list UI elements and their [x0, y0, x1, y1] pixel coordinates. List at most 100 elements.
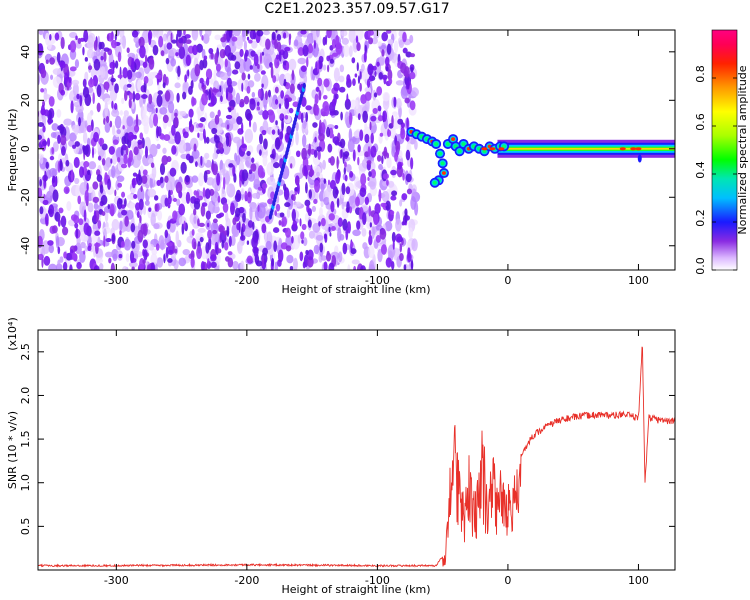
- noise-blob: [43, 255, 51, 266]
- noise-mark: [348, 30, 357, 43]
- noise-blob: [96, 174, 103, 183]
- noise-blob: [153, 195, 159, 201]
- noise-blob: [355, 196, 360, 207]
- noise-mark: [237, 241, 241, 252]
- noise-mark: [197, 172, 204, 187]
- noise-blob: [279, 131, 284, 140]
- noise-blob: [368, 37, 374, 45]
- noise-blob: [84, 56, 88, 62]
- noise-blob: [313, 149, 318, 158]
- noise-blob: [212, 218, 218, 224]
- colorbar-gradient: [712, 30, 737, 270]
- noise-mark: [95, 48, 101, 57]
- noise-blob: [175, 52, 179, 57]
- noise-mark: [43, 94, 52, 100]
- noise-blob: [231, 69, 239, 75]
- noise-blob: [360, 265, 366, 270]
- noise-blob: [131, 266, 135, 270]
- noise-blob: [289, 265, 294, 270]
- noise-blob: [340, 149, 343, 158]
- noise-blob: [110, 39, 117, 49]
- noise-mark: [395, 80, 404, 86]
- signal-blob: [434, 142, 439, 146]
- noise-blob: [118, 253, 123, 259]
- noise-blob: [335, 171, 341, 184]
- y-tick-label: 40: [19, 45, 32, 59]
- noise-blob: [143, 76, 149, 84]
- noise-blob: [288, 107, 294, 114]
- colorbar-tick-label: 0.4: [694, 161, 707, 179]
- noise-blob: [308, 143, 312, 157]
- y-tick-label: 20: [19, 93, 32, 107]
- noise-blob: [150, 262, 156, 270]
- noise-blob: [330, 200, 335, 213]
- noise-blob: [356, 42, 361, 52]
- noise-blob: [271, 129, 276, 135]
- noise-blob: [202, 128, 206, 140]
- noise-blob: [282, 50, 289, 60]
- noise-blob: [136, 210, 140, 219]
- noise-mark: [302, 237, 308, 247]
- noise-blob: [281, 216, 288, 227]
- noise-blob: [199, 59, 204, 71]
- noise-blob: [393, 96, 397, 108]
- noise-mark: [48, 167, 58, 178]
- noise-blob: [324, 34, 328, 46]
- noise-blob: [201, 82, 205, 88]
- noise-blob: [335, 93, 339, 100]
- noise-mark: [295, 130, 299, 146]
- noise-blob: [69, 66, 77, 72]
- noise-mark: [197, 227, 206, 233]
- noise-blob: [315, 86, 320, 92]
- noise-blob: [256, 101, 260, 107]
- noise-mark: [322, 159, 326, 170]
- noise-blob: [115, 60, 119, 69]
- noise-mark: [149, 143, 158, 158]
- noise-blob: [193, 241, 197, 250]
- noise-blob: [257, 63, 260, 69]
- noise-mark: [411, 238, 418, 252]
- noise-blob: [330, 225, 336, 232]
- noise-blob: [217, 142, 224, 150]
- noise-blob: [130, 257, 137, 263]
- noise-blob: [241, 72, 246, 81]
- noise-blob: [295, 178, 299, 185]
- noise-blob: [367, 30, 371, 38]
- noise-blob: [201, 35, 204, 41]
- noise-blob: [280, 90, 285, 99]
- noise-blob: [245, 108, 252, 120]
- noise-blob: [200, 155, 203, 166]
- noise-blob: [234, 207, 241, 218]
- noise-blob: [339, 138, 346, 149]
- signal-blob: [441, 171, 446, 175]
- noise-blob: [234, 193, 242, 203]
- noise-blob: [117, 182, 123, 188]
- noise-blob: [88, 78, 95, 88]
- noise-mark: [48, 263, 57, 270]
- noise-blob: [206, 222, 210, 228]
- noise-blob: [259, 52, 263, 65]
- noise-blob: [243, 95, 250, 105]
- noise-blob: [124, 198, 127, 207]
- noise-blob: [208, 47, 214, 54]
- noise-mark: [347, 138, 355, 153]
- noise-blob: [359, 71, 362, 80]
- noise-mark: [252, 121, 257, 133]
- noise-blob: [160, 50, 165, 57]
- noise-mark: [221, 137, 226, 143]
- noise-blob: [133, 193, 138, 199]
- noise-blob: [93, 58, 101, 71]
- noise-mark: [98, 263, 104, 270]
- noise-blob: [410, 67, 414, 73]
- noise-mark: [315, 234, 324, 241]
- noise-blob: [373, 213, 379, 226]
- noise-blob: [241, 82, 244, 93]
- noise-blob: [308, 189, 313, 199]
- noise-blob: [163, 253, 166, 264]
- noise-mark: [409, 34, 414, 44]
- noise-blob: [336, 156, 339, 170]
- noise-blob: [194, 161, 198, 167]
- noise-blob: [91, 146, 95, 159]
- noise-blob: [272, 75, 277, 83]
- noise-blob: [274, 137, 281, 150]
